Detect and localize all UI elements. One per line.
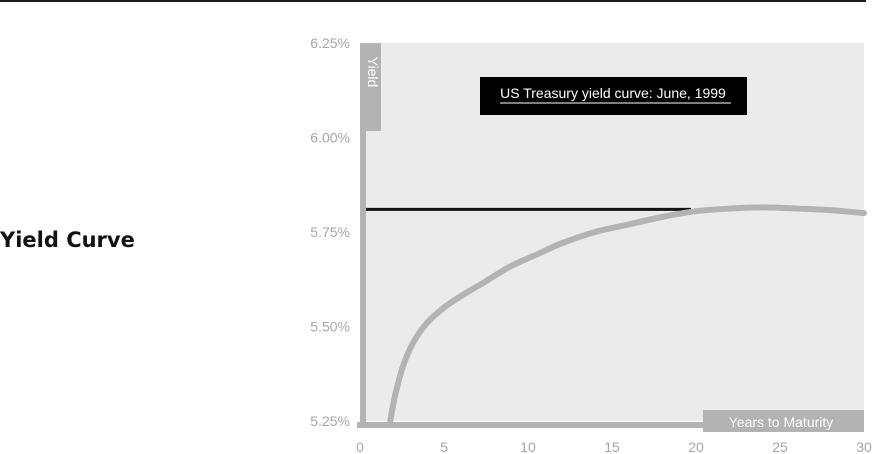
- x-tick-label: 5: [440, 439, 448, 454]
- x-tick-label: 15: [604, 439, 620, 454]
- x-tick-label: 20: [688, 439, 704, 454]
- y-axis-label-box: [360, 43, 381, 131]
- y-tick-label: 6.25%: [310, 35, 350, 51]
- y-tick-labels: 5.25% 5.50% 5.75% 6.00% 6.25%: [310, 35, 350, 429]
- y-tick-label: 5.25%: [310, 413, 350, 429]
- x-tick-label: 30: [856, 439, 872, 454]
- y-tick-label: 6.00%: [310, 130, 350, 146]
- x-axis-label: Years to Maturity: [729, 414, 834, 430]
- yield-curve-line: [387, 204, 867, 424]
- y-tick-label: 5.75%: [310, 224, 350, 240]
- y-tick-label: 5.50%: [310, 319, 350, 335]
- x-tick-label: 25: [772, 439, 788, 454]
- y-axis-label: Yield: [365, 57, 381, 88]
- section-title: Yield Curve: [0, 228, 135, 252]
- chart-title-box: [480, 77, 747, 115]
- chart-title: US Treasury yield curve: June, 1999: [500, 85, 726, 101]
- x-tick-labels: 0 5 10 15 20 25 30: [356, 439, 872, 454]
- x-tick-label: 10: [520, 439, 536, 454]
- top-rule: [0, 0, 866, 2]
- x-axis-label-box: [703, 410, 864, 432]
- x-tick-label: 0: [356, 439, 364, 454]
